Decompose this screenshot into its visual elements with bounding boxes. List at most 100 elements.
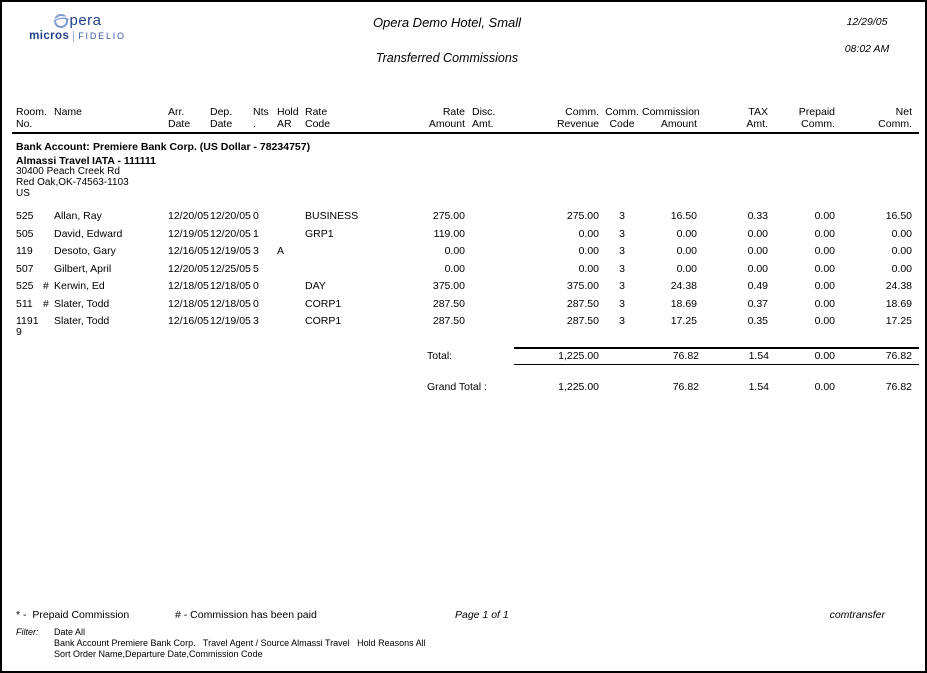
column-header: TAX Amt. [699, 105, 770, 134]
cell-comm-code: 3 [619, 262, 625, 275]
cell-arrival-date: 12/16/05 [168, 245, 209, 257]
hotel-name: Opera Demo Hotel, Small [372, 15, 522, 30]
table-row: 505 David, Edward 12/19/05 12/20/05 1 GR… [12, 225, 919, 243]
cell-comm-code: 3 [619, 280, 625, 292]
cell-name: Slater, Todd [54, 297, 110, 310]
micros-wordmark-text: micros [29, 30, 70, 42]
cell-room-no: 511 [16, 297, 33, 310]
cell-disc-amt [467, 277, 502, 295]
cell-prepaid-comm: 0.00 [814, 315, 835, 327]
cell-arrival-date: 12/18/05 [168, 280, 209, 292]
total-commission-amount: 76.82 [672, 350, 699, 362]
cell-hold-ar [272, 312, 300, 338]
cell-commission-amount: 24.38 [670, 280, 697, 292]
cell-rate-amount: 0.00 [444, 262, 465, 275]
column-header [40, 105, 54, 134]
cell-nights: 0 [253, 280, 259, 292]
total-comm-revenue: 1,225.00 [558, 350, 599, 362]
cell-name: Kerwin, Ed [54, 280, 105, 292]
commission-table-header: Room. No. Name Arr. Date Dep. Date Nts. Hol… [12, 105, 919, 134]
cell-nights: 3 [253, 315, 259, 327]
cell-room-no: 507 [16, 262, 34, 275]
cell-comm-code: 3 [619, 245, 625, 257]
cell-comm-code: 3 [619, 210, 625, 222]
column-header: Name [54, 105, 165, 134]
logo-divider [73, 30, 75, 42]
grand-total-commission-amount: 76.82 [672, 381, 699, 393]
column-header: Room. No. [12, 105, 47, 134]
cell-nights: 5 [253, 262, 259, 275]
cell-departure-date: 12/20/05 [210, 210, 251, 222]
micros-fidelio-wordmark: micros FIDELIO [20, 30, 135, 42]
table-row: 525 Allan, Ray 12/20/05 12/20/05 0 BUSIN… [12, 207, 919, 225]
totals-row: Total: 1,225.00 76.82 1.54 0.00 76.82 [2, 350, 925, 363]
cell-tax-amt: 0.33 [747, 210, 768, 222]
filter-sort-order: Sort Order Name,Departure Date,Commissio… [54, 649, 263, 659]
report-time: 08:02 AM [844, 43, 890, 55]
bank-account-value: Premiere Bank Corp. (US Dollar - 7823475… [93, 141, 311, 153]
grand-total-label: Grand Total : [427, 381, 487, 393]
cell-rate-amount: 119.00 [433, 227, 465, 240]
table-rows: 525 Allan, Ray 12/20/05 12/20/05 0 BUSIN… [12, 207, 919, 338]
cell-departure-date: 12/18/05 [210, 280, 251, 292]
column-header: Prepaid Comm. [770, 105, 842, 134]
cell-tax-amt: 0.00 [747, 262, 768, 275]
table-row: 119 Desoto, Gary 12/16/05 12/19/05 3 A 0… [12, 242, 919, 260]
table-row: 507 Gilbert, April 12/20/05 12/25/05 5 0… [12, 260, 919, 278]
bank-account-label: Bank Account: [16, 141, 90, 153]
filter-date: Date All [54, 627, 86, 637]
report-code: comtransfer [829, 609, 885, 621]
report-date: 12/29/05 [846, 16, 888, 28]
page-number: Page 1 of 1 [455, 609, 509, 621]
cell-rate-code: CORP1 [305, 297, 342, 310]
filter-criteria: Bank Account Premiere Bank Corp. Travel … [54, 638, 426, 648]
cell-comm-code: 3 [619, 315, 625, 327]
cell-paid-marker [40, 225, 54, 243]
cell-net-comm: 0.00 [891, 227, 912, 240]
column-header: Hold AR [272, 105, 300, 134]
cell-rate-amount: 375.00 [432, 280, 465, 292]
cell-commission-amount: 0.00 [676, 227, 697, 240]
cell-tax-amt: 0.49 [747, 280, 768, 292]
cell-comm-revenue: 0.00 [578, 262, 599, 275]
cell-prepaid-comm: 0.00 [814, 280, 835, 292]
cell-departure-date: 12/25/05 [210, 262, 251, 275]
cell-rate-code: GRP1 [305, 227, 334, 240]
cell-disc-amt [467, 207, 502, 225]
total-tax-amt: 1.54 [748, 350, 769, 362]
cell-disc-amt [467, 295, 502, 313]
filter-label: Filter: [16, 627, 39, 637]
cell-hold-ar [272, 207, 300, 225]
cell-name: Slater, Todd [54, 315, 110, 327]
cell-paid-marker [40, 312, 54, 338]
cell-tax-amt: 0.37 [747, 297, 768, 310]
cell-net-comm: 17.25 [885, 315, 912, 327]
grand-total-comm-revenue: 1,225.00 [558, 381, 599, 393]
commission-table-body: 525 Allan, Ray 12/20/05 12/20/05 0 BUSIN… [12, 207, 919, 338]
cell-comm-revenue: 275.00 [566, 210, 599, 222]
cell-hold-ar [272, 277, 300, 295]
cell-room-no: 525 [16, 210, 34, 222]
cell-hold-ar: A [277, 245, 285, 257]
cell-rate-code: BUSINESS [305, 210, 359, 222]
cell-arrival-date: 12/20/05 [168, 210, 209, 222]
cell-departure-date: 12/19/05 [210, 245, 251, 257]
cell-nights: 1 [253, 227, 259, 240]
cell-commission-amount: 18.69 [670, 297, 697, 310]
cell-disc-amt [467, 260, 502, 278]
cell-name: Desoto, Gary [54, 245, 116, 257]
column-header: Dep. Date [207, 105, 251, 134]
table-row: 525 # Kerwin, Ed 12/18/05 12/18/05 0 DAY… [12, 277, 919, 295]
cell-commission-amount: 16.50 [670, 210, 697, 222]
cell-disc-amt [467, 242, 502, 260]
cell-nights: 0 [253, 297, 259, 310]
cell-prepaid-comm: 0.00 [814, 210, 835, 222]
cell-net-comm: 16.50 [885, 210, 912, 222]
column-header: Arr. Date [165, 105, 207, 134]
cell-departure-date: 12/18/05 [210, 297, 251, 310]
opera-swirl-icon [53, 13, 70, 28]
cell-nights: 0 [253, 210, 259, 222]
legend-commission-paid: # - Commission has been paid [175, 609, 317, 621]
travel-agent-line: Almassi Travel IATA - 111111 [16, 155, 156, 167]
